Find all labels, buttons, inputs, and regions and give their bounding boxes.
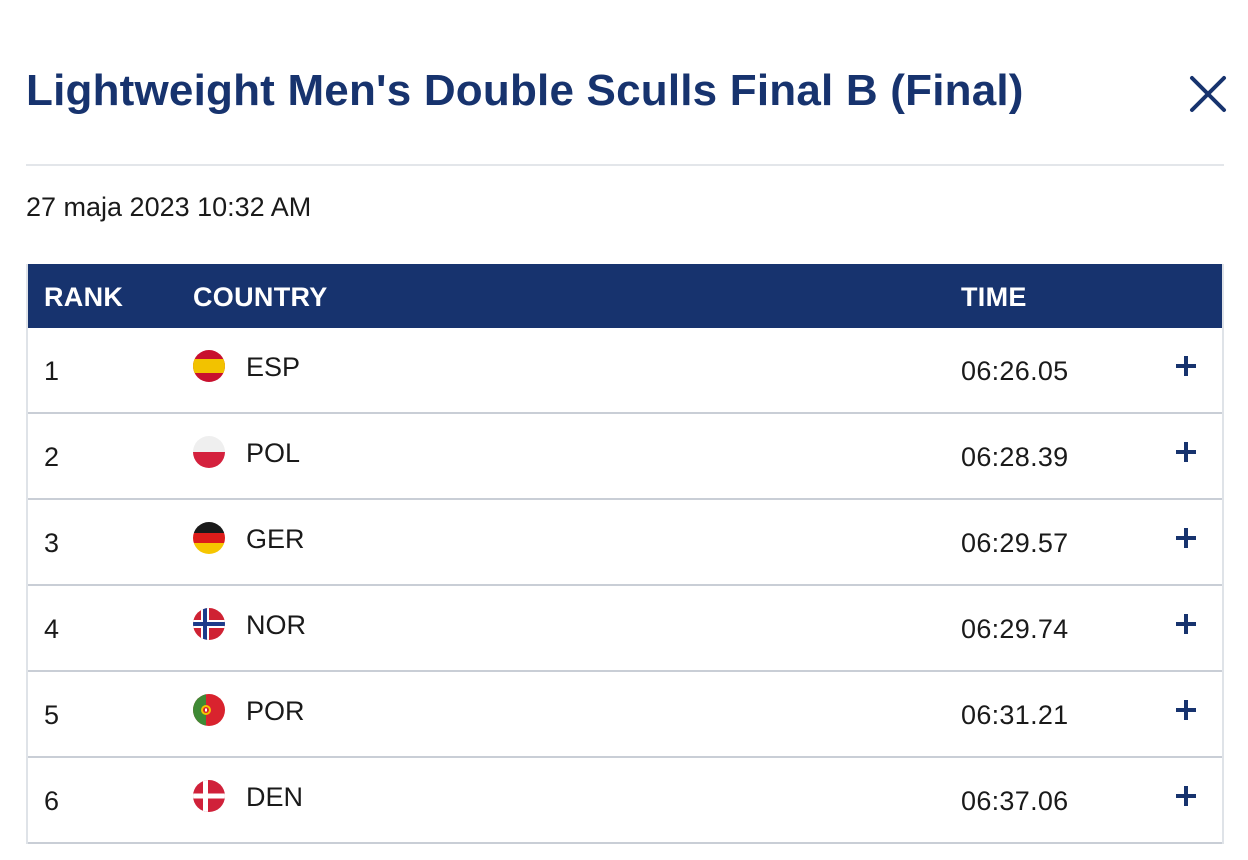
flag-por-icon: [193, 694, 225, 726]
expand-row-button[interactable]: [1172, 610, 1200, 638]
plus-icon: [1176, 442, 1196, 462]
expand-row-button[interactable]: [1172, 696, 1200, 724]
country-code: ESP: [246, 352, 301, 382]
table-row[interactable]: 6 DEN 06:37.06: [28, 758, 1222, 844]
country-code: DEN: [246, 782, 304, 812]
country-code: POL: [246, 438, 301, 468]
plus-icon: [1176, 786, 1196, 806]
rank-cell: 1: [44, 356, 60, 386]
page-title: Lightweight Men's Double Sculls Final B …: [26, 66, 1024, 115]
flag-pol-icon: [193, 436, 225, 468]
table-row[interactable]: 5 POR 06:31.21: [28, 672, 1222, 758]
rank-cell: 6: [44, 786, 60, 816]
table-row[interactable]: 2 POL 06:28.39: [28, 414, 1222, 500]
expand-row-button[interactable]: [1172, 782, 1200, 810]
flag-den-icon: [193, 780, 225, 812]
rank-cell: 5: [44, 700, 60, 730]
header-divider: [26, 164, 1224, 166]
event-datetime: 27 maja 2023 10:32 AM: [26, 192, 312, 222]
time-cell: 06:37.06: [961, 786, 1069, 816]
plus-icon: [1176, 528, 1196, 548]
close-button[interactable]: [1186, 72, 1230, 116]
country-code: GER: [246, 524, 305, 554]
results-table: RANK COUNTRY TIME 1 ESP 06:26.05 2: [26, 264, 1224, 844]
time-cell: 06:31.21: [961, 700, 1069, 730]
time-cell: 06:29.74: [961, 614, 1069, 644]
expand-row-button[interactable]: [1172, 438, 1200, 466]
column-header-time: TIME: [961, 282, 1027, 312]
table-row[interactable]: 3 GER 06:29.57: [28, 500, 1222, 586]
column-header-country: COUNTRY: [193, 282, 328, 312]
rank-cell: 4: [44, 614, 60, 644]
country-code: NOR: [246, 610, 306, 640]
flag-nor-icon: [193, 608, 225, 640]
expand-row-button[interactable]: [1172, 352, 1200, 380]
rank-cell: 3: [44, 528, 60, 558]
flag-ger-icon: [193, 522, 225, 554]
column-header-rank: RANK: [44, 282, 124, 312]
table-row[interactable]: 1 ESP 06:26.05: [28, 328, 1222, 414]
expand-row-button[interactable]: [1172, 524, 1200, 552]
plus-icon: [1176, 356, 1196, 376]
rank-cell: 2: [44, 442, 60, 472]
table-row[interactable]: 4 NOR 06:29.74: [28, 586, 1222, 672]
close-icon: [1190, 76, 1226, 112]
time-cell: 06:28.39: [961, 442, 1069, 472]
table-header: RANK COUNTRY TIME: [28, 264, 1222, 328]
plus-icon: [1176, 700, 1196, 720]
flag-esp-icon: [193, 350, 225, 382]
country-code: POR: [246, 696, 305, 726]
plus-icon: [1176, 614, 1196, 634]
time-cell: 06:26.05: [961, 356, 1069, 386]
time-cell: 06:29.57: [961, 528, 1069, 558]
